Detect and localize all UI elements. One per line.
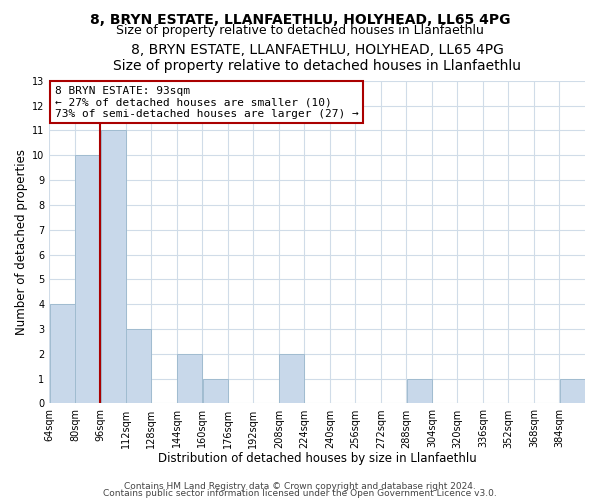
- Bar: [203, 378, 227, 404]
- Bar: [407, 378, 432, 404]
- Text: 8, BRYN ESTATE, LLANFAETHLU, HOLYHEAD, LL65 4PG: 8, BRYN ESTATE, LLANFAETHLU, HOLYHEAD, L…: [90, 12, 510, 26]
- Bar: [126, 329, 151, 404]
- Bar: [50, 304, 74, 404]
- Text: Contains HM Land Registry data © Crown copyright and database right 2024.: Contains HM Land Registry data © Crown c…: [124, 482, 476, 491]
- Bar: [560, 378, 585, 404]
- Text: Size of property relative to detached houses in Llanfaethlu: Size of property relative to detached ho…: [116, 24, 484, 37]
- Bar: [75, 156, 100, 404]
- Text: 8 BRYN ESTATE: 93sqm
← 27% of detached houses are smaller (10)
73% of semi-detac: 8 BRYN ESTATE: 93sqm ← 27% of detached h…: [55, 86, 359, 119]
- Bar: [101, 130, 125, 404]
- Bar: [279, 354, 304, 404]
- Y-axis label: Number of detached properties: Number of detached properties: [15, 149, 28, 335]
- X-axis label: Distribution of detached houses by size in Llanfaethlu: Distribution of detached houses by size …: [158, 452, 476, 465]
- Title: 8, BRYN ESTATE, LLANFAETHLU, HOLYHEAD, LL65 4PG
Size of property relative to det: 8, BRYN ESTATE, LLANFAETHLU, HOLYHEAD, L…: [113, 42, 521, 72]
- Bar: [177, 354, 202, 404]
- Text: Contains public sector information licensed under the Open Government Licence v3: Contains public sector information licen…: [103, 489, 497, 498]
